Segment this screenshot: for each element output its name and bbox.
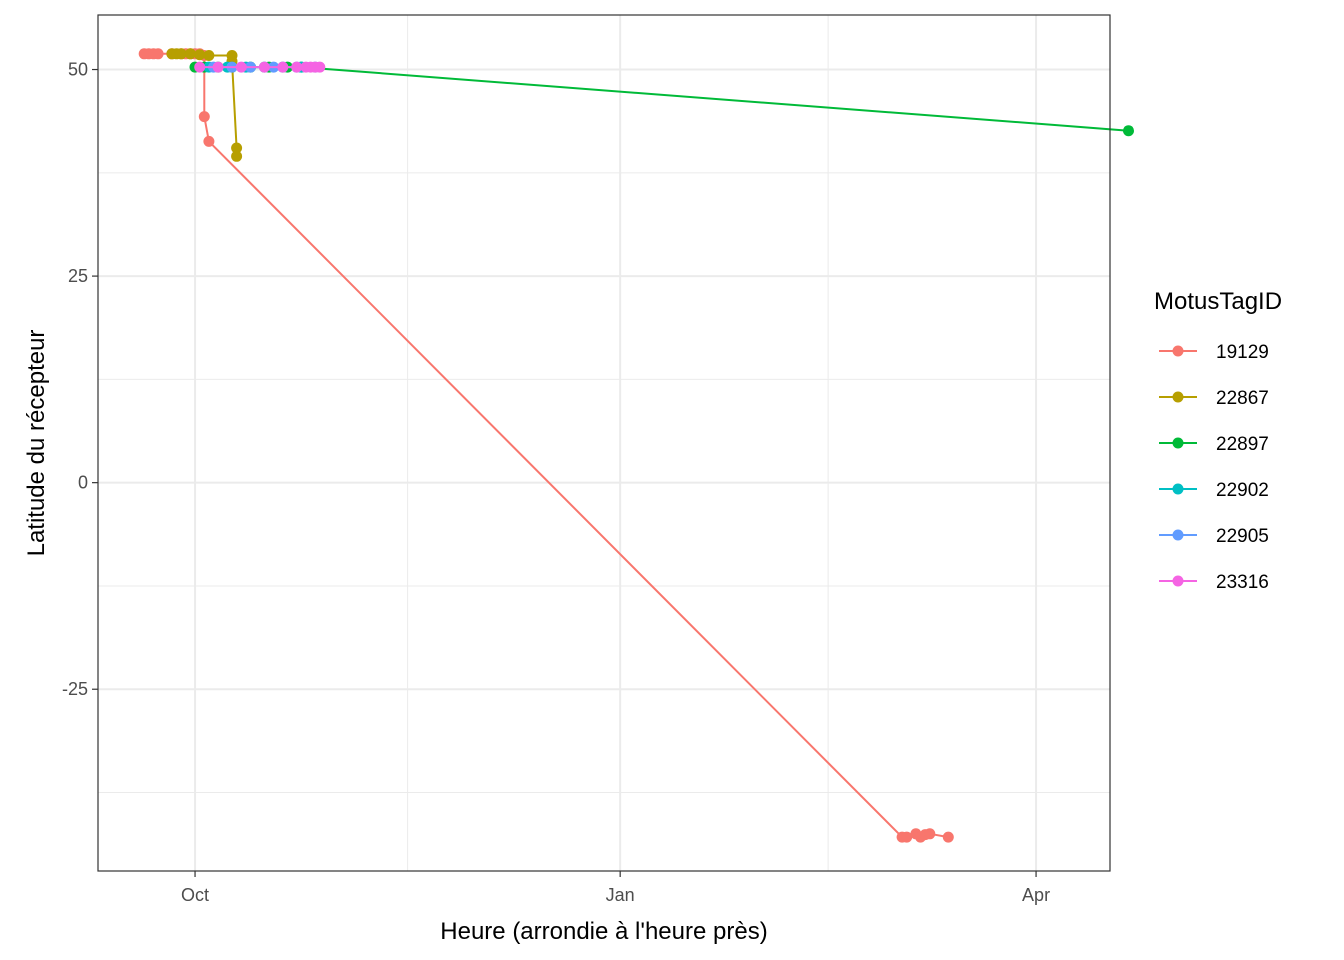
data-point xyxy=(231,142,243,154)
data-point xyxy=(258,61,270,73)
data-point xyxy=(291,61,303,73)
y-tick-label: 0 xyxy=(78,473,88,493)
legend-label: 22902 xyxy=(1216,480,1269,501)
x-axis-title: Heure (arrondie à l'heure près) xyxy=(440,918,767,945)
legend-item: 22905 xyxy=(1159,526,1269,547)
data-point xyxy=(212,61,224,73)
minor-gridlines xyxy=(98,15,1110,871)
data-point xyxy=(235,61,247,73)
data-point xyxy=(314,61,326,73)
panel-border xyxy=(97,14,1111,872)
data-point xyxy=(184,48,196,60)
data-point xyxy=(203,135,215,147)
legend-key-point xyxy=(1172,529,1184,541)
data-point xyxy=(924,828,936,840)
x-axis: Oct Jan Apr xyxy=(181,871,1050,905)
data-point xyxy=(152,48,164,60)
x-tick-label: Apr xyxy=(1022,885,1050,905)
legend-label: 22897 xyxy=(1216,434,1269,455)
data-point xyxy=(194,49,206,61)
legend-key-point xyxy=(1172,437,1184,449)
legend-label: 22905 xyxy=(1216,526,1269,547)
data-point xyxy=(198,111,210,123)
legend-key-point xyxy=(1172,483,1184,495)
series-23316 xyxy=(194,61,326,73)
data-point xyxy=(901,831,913,843)
data-point xyxy=(231,150,243,162)
y-tick-label: 25 xyxy=(68,266,88,286)
x-tick-label: Oct xyxy=(181,885,209,905)
legend: MotusTagID 19129 22867 22897 22902 22905 2331… xyxy=(1154,288,1282,593)
y-tick-label: -25 xyxy=(62,679,88,699)
data-point xyxy=(277,61,289,73)
legend-key-point xyxy=(1172,391,1184,403)
plot-series xyxy=(138,48,1134,843)
x-tick-label: Jan xyxy=(606,885,635,905)
y-axis-title: Latitude du récepteur xyxy=(23,330,50,557)
legend-key-point xyxy=(1172,345,1184,357)
legend-key-point xyxy=(1172,575,1184,587)
legend-item: 22897 xyxy=(1159,434,1269,455)
y-tick-label: 50 xyxy=(68,60,88,80)
data-point xyxy=(942,831,954,843)
legend-label: 19129 xyxy=(1216,342,1269,363)
legend-title: MotusTagID xyxy=(1154,288,1282,315)
y-axis: 50 25 0 -25 xyxy=(62,60,98,699)
data-point xyxy=(194,61,206,73)
legend-item: 22867 xyxy=(1159,388,1269,409)
data-point xyxy=(1123,125,1134,137)
legend-item: 22902 xyxy=(1159,480,1269,501)
legend-label: 23316 xyxy=(1216,572,1269,593)
data-point xyxy=(175,48,187,60)
legend-label: 22867 xyxy=(1216,388,1269,409)
legend-item: 23316 xyxy=(1159,572,1269,593)
legend-item: 19129 xyxy=(1159,342,1269,363)
data-point xyxy=(203,50,215,61)
